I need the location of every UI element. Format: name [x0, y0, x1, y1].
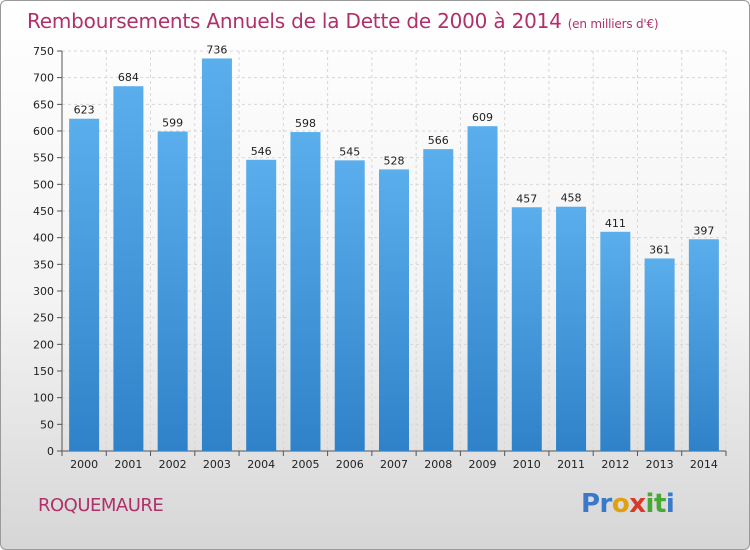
y-tick-label: 600: [33, 125, 54, 138]
x-tick-label: 2000: [70, 458, 98, 471]
proxiti-logo[interactable]: Proxiti: [581, 489, 675, 519]
y-tick-label: 250: [33, 312, 54, 325]
data-label: 528: [384, 154, 405, 167]
logo-part: it: [645, 489, 667, 519]
data-label: 457: [516, 192, 537, 205]
chart-title-text: Remboursements Annuels de la Dette de 20…: [27, 9, 562, 33]
y-tick-label: 500: [33, 178, 54, 191]
x-tick-label: 2011: [557, 458, 585, 471]
data-label: 598: [295, 117, 316, 130]
data-label: 684: [118, 71, 139, 84]
bar: [290, 132, 321, 452]
bar: [69, 118, 100, 451]
y-tick-label: 750: [33, 45, 54, 58]
x-tick-label: 2007: [380, 458, 408, 471]
commune-name: ROQUEMAURE: [38, 495, 164, 516]
x-tick-label: 2009: [469, 458, 497, 471]
labels: 623 2000 684 2001 599 2002 736 2003 546 2004 598 20…: [70, 43, 718, 471]
x-tick-label: 2004: [247, 458, 275, 471]
x-tick-label: 2003: [203, 458, 231, 471]
bar: [556, 206, 587, 451]
y-tick-label: 100: [33, 392, 54, 405]
data-label: 566: [428, 134, 449, 147]
bar: [379, 169, 409, 451]
x-tick-label: 2010: [513, 458, 541, 471]
y-tick-label: 700: [33, 72, 54, 85]
y-tick-label: 300: [33, 285, 54, 298]
bar: [688, 239, 719, 451]
y-tick-label: 200: [33, 338, 54, 351]
x-tick-label: 2005: [291, 458, 319, 471]
x-tick-label: 2013: [646, 458, 674, 471]
y-tick-label: 350: [33, 258, 54, 271]
chart-subtitle: (en milliers d'€): [567, 17, 659, 31]
logo-part: i: [665, 489, 675, 519]
data-label: 609: [472, 111, 493, 124]
logo-part: o: [611, 489, 630, 519]
x-tick-label: 2008: [424, 458, 452, 471]
data-label: 546: [251, 145, 272, 158]
bar: [644, 258, 675, 451]
data-label: 397: [693, 224, 714, 237]
data-label: 599: [162, 117, 183, 130]
bar: [157, 131, 188, 452]
logo-part: x: [629, 489, 646, 519]
data-label: 545: [339, 145, 360, 158]
bar: [201, 58, 232, 451]
bars: [69, 58, 719, 452]
data-label: 736: [206, 43, 227, 56]
y-tick-label: 400: [33, 232, 54, 245]
logo-part: Pr: [581, 489, 612, 519]
y-tick-label: 150: [33, 365, 54, 378]
bar: [113, 86, 144, 451]
y-tick-label: 50: [40, 418, 54, 431]
bar: [423, 149, 454, 451]
y-tick-label: 450: [33, 205, 54, 218]
x-tick-label: 2012: [601, 458, 629, 471]
data-label: 623: [74, 104, 95, 117]
data-label: 361: [649, 243, 670, 256]
x-tick-label: 2014: [690, 458, 718, 471]
bar: [334, 160, 365, 452]
bar: [467, 126, 498, 451]
bar: [246, 159, 277, 452]
x-tick-label: 2001: [114, 458, 142, 471]
chart-title: Remboursements Annuels de la Dette de 20…: [27, 9, 659, 33]
data-label: 411: [605, 217, 626, 230]
y-tick-label: 550: [33, 152, 54, 165]
data-label: 458: [561, 192, 582, 205]
x-tick-label: 2002: [159, 458, 187, 471]
bar: [600, 231, 631, 451]
x-tick-label: 2006: [336, 458, 364, 471]
y-tick-label: 650: [33, 98, 54, 111]
bar: [511, 207, 542, 451]
y-tick-label: 0: [47, 445, 54, 458]
